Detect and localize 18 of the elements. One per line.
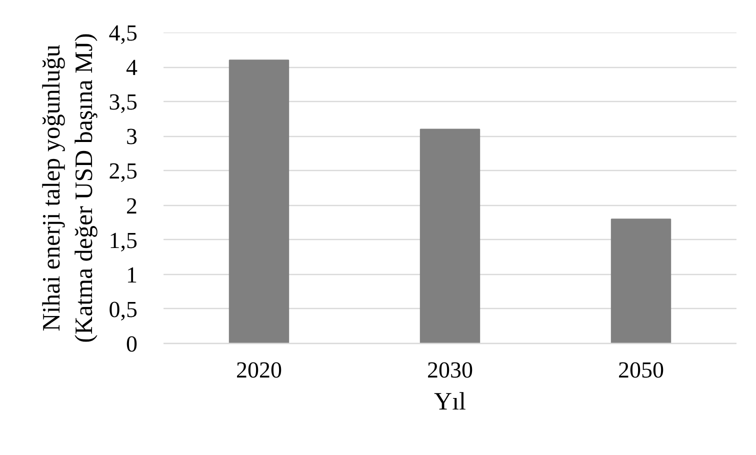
x-tick-label: 2020 <box>236 358 282 382</box>
y-tick-label: 1,5 <box>108 228 138 253</box>
y-tick-label: 0,5 <box>108 296 138 322</box>
y-tick-label: 3 <box>126 124 138 150</box>
y-tick-label: 4 <box>126 55 138 80</box>
x-tick-label: 2050 <box>618 358 664 382</box>
y-tick-label: 0 <box>126 332 138 356</box>
y-axis-title: Nihai enerji talep yoğunluğu (Katma değer USD başına MJ) <box>38 33 98 343</box>
bar <box>610 218 672 344</box>
y-tick-label: 2 <box>126 193 138 218</box>
y-tick-label: 3,5 <box>108 90 138 115</box>
y-tick-label: 1 <box>126 262 138 288</box>
y-tick-label: 2,5 <box>108 158 138 184</box>
y-tick-label: 4,5 <box>108 20 138 46</box>
bar <box>420 128 480 344</box>
x-axis-title: Yıl <box>434 388 466 416</box>
x-tick-label: 2030 <box>427 358 473 382</box>
bar <box>228 60 290 344</box>
